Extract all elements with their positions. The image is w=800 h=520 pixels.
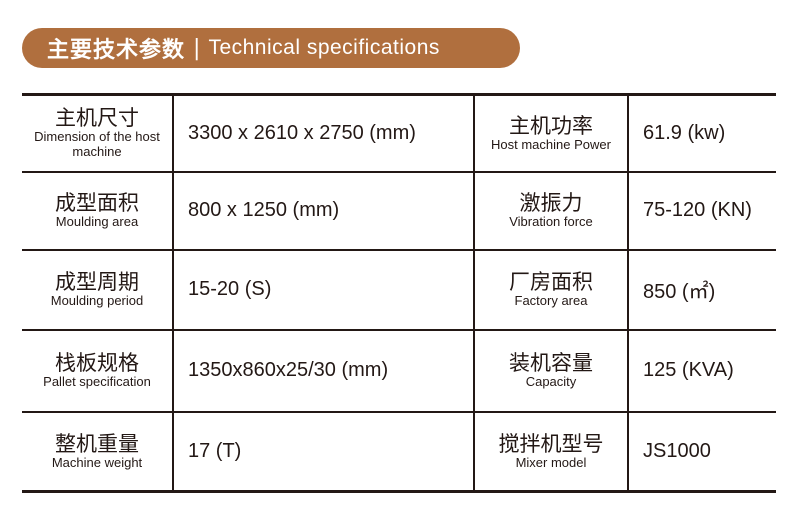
spec-label-cn: 装机容量 — [509, 351, 593, 375]
spec-label: 主机尺寸 Dimension of the host machine — [22, 95, 173, 172]
spec-label-cn: 搅拌机型号 — [498, 431, 604, 456]
spec-label-cn: 成型周期 — [55, 270, 139, 294]
spec-value: 1350x860x25/30 (mm) — [172, 328, 474, 412]
spec-label-en: Moulding period — [50, 293, 144, 308]
spec-value: 850 (㎡) — [627, 248, 776, 330]
spec-value: 125 (KVA) — [627, 328, 776, 412]
spec-value: 800 x 1250 (mm) — [172, 170, 474, 250]
spec-label-en: Machine weight — [51, 454, 143, 470]
spec-value: 75-120 (KN) — [627, 170, 776, 250]
spec-label: 主机功率 Host machine Power — [473, 94, 628, 172]
spec-label-cn: 激振力 — [519, 191, 583, 215]
spec-label-en: Mixer model — [515, 454, 587, 470]
spec-label-en: Moulding area — [55, 214, 139, 229]
spec-label-cn: 厂房面积 — [509, 270, 593, 294]
spec-row: 成型面积 Moulding area 800 x 1250 (mm) 激振力 Vibra… — [22, 170, 776, 250]
title-separator: | — [193, 35, 201, 61]
spec-label: 装机容量 Capacity — [473, 328, 628, 412]
spec-label-en: Pallet specification — [43, 374, 151, 389]
spec-label-en: Vibration force — [509, 214, 593, 229]
spec-value: 17 (T) — [172, 410, 474, 492]
section-header: 主要技术参数 | Technical specifications — [22, 28, 520, 68]
spec-label: 整机重量 Machine weight — [22, 410, 173, 492]
spec-label-cn: 主机尺寸 — [55, 106, 139, 131]
spec-row: 整机重量 Machine weight 17 (T) 搅拌机型号 Mixer model… — [22, 410, 776, 492]
spec-label: 成型面积 Moulding area — [22, 170, 173, 250]
spec-row: 主机尺寸 Dimension of the host machine 3300 x … — [22, 94, 776, 172]
spec-label-en: Capacity — [525, 374, 577, 389]
spec-label-cn: 主机功率 — [509, 113, 593, 138]
spec-row: 栈板规格 Pallet specification 1350x860x25/30 (… — [22, 328, 776, 412]
spec-value: JS1000 — [627, 410, 776, 492]
spec-label-cn: 成型面积 — [55, 191, 139, 215]
spec-label: 厂房面积 Factory area — [473, 248, 628, 330]
spec-label: 搅拌机型号 Mixer model — [473, 410, 628, 492]
spec-value: 61.9 (kw) — [627, 94, 776, 172]
spec-label-en: Host machine Power — [491, 136, 611, 152]
spec-row: 成型周期 Moulding period 15-20 (S) 厂房面积 Factory … — [22, 248, 776, 330]
spec-label: 成型周期 Moulding period — [22, 248, 173, 330]
spec-value: 3300 x 2610 x 2750 (mm) — [172, 94, 474, 172]
spec-label-en: Dimension of the host machine — [34, 129, 160, 160]
title-en: Technical specifications — [208, 36, 440, 59]
spec-value: 15-20 (S) — [172, 248, 474, 330]
spec-label-en: Factory area — [514, 293, 588, 308]
spec-label-cn: 栈板规格 — [55, 351, 139, 375]
spec-label-cn: 整机重量 — [55, 431, 139, 456]
spec-label: 激振力 Vibration force — [473, 170, 628, 250]
title-cn: 主要技术参数 — [47, 38, 186, 63]
spec-label: 栈板规格 Pallet specification — [22, 328, 173, 412]
specs-table: 主机尺寸 Dimension of the host machine 3300 x … — [22, 93, 776, 493]
